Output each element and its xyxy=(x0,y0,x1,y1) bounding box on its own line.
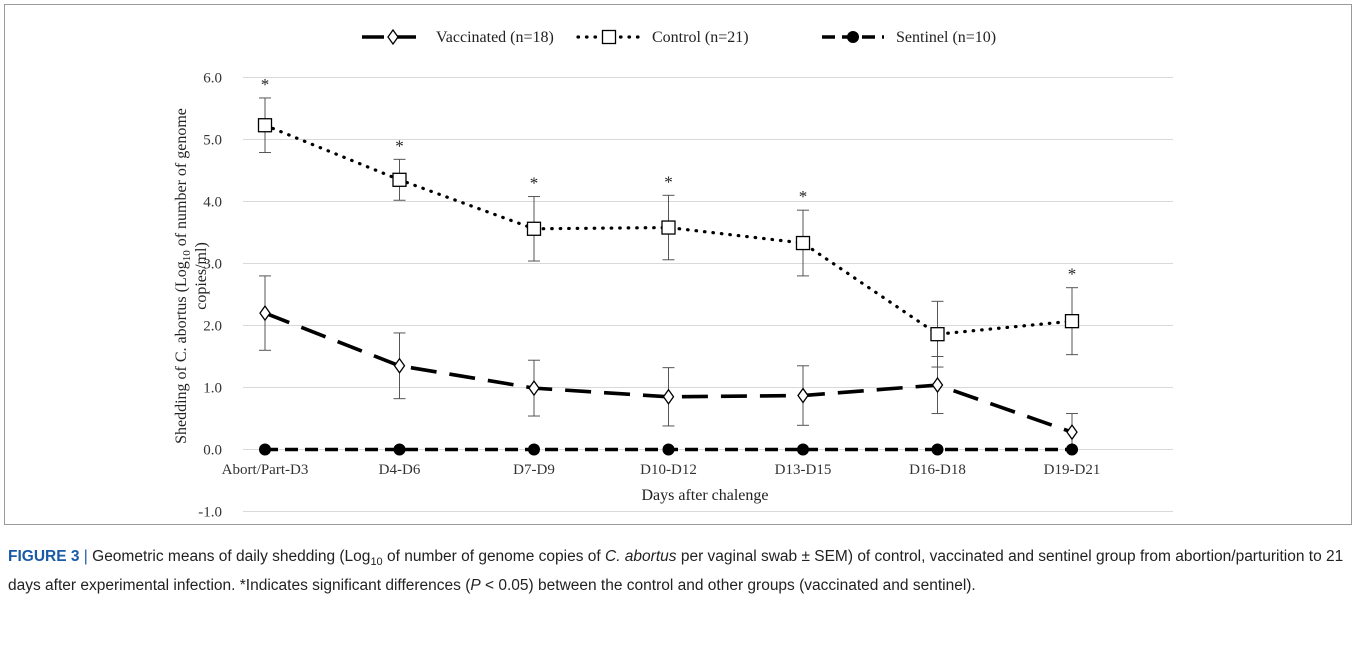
x-tick-label: D19-D21 xyxy=(1044,462,1101,478)
y-label-line-2: copies/ml) xyxy=(193,242,210,310)
figure-caption: FIGURE 3 | Geometric means of daily shed… xyxy=(8,545,1348,597)
legend-item: Sentinel (n=10) xyxy=(822,29,996,46)
x-tick-labels: Abort/Part-D3 D4-D6 D7-D9 D10-D12 D13-D15 D16… xyxy=(222,462,1101,478)
circle-marker xyxy=(662,443,675,456)
legend-item: Control (n=21) xyxy=(576,29,749,46)
circle-marker xyxy=(393,443,406,456)
legend-label: Vaccinated (n=18) xyxy=(436,29,554,46)
series-group xyxy=(259,275,1078,452)
legend-item: Vaccinated (n=18) xyxy=(362,28,554,46)
diamond-marker xyxy=(259,304,271,322)
y-tick-label: 3.0 xyxy=(203,257,222,273)
diamond-marker xyxy=(931,376,944,394)
caption-separator: | xyxy=(83,548,88,565)
caption-species: C. abortus xyxy=(605,548,677,565)
square-marker xyxy=(930,327,945,342)
series-group xyxy=(257,97,1080,368)
significance-star: * xyxy=(261,75,270,94)
circle-marker xyxy=(797,443,809,456)
significance-star: * xyxy=(530,174,539,193)
x-tick-label: Abort/Part-D3 xyxy=(222,462,309,478)
legend-label: Control (n=21) xyxy=(652,29,749,46)
y-tick-label: 0.0 xyxy=(203,443,222,459)
caption-text-4: < 0.05) between the control and other gr… xyxy=(480,577,976,595)
diamond-marker xyxy=(387,28,399,46)
figure-frame xyxy=(4,4,1352,525)
square-marker xyxy=(526,221,542,236)
y-tick-label: 5.0 xyxy=(203,133,222,149)
x-tick-label: D10-D12 xyxy=(640,462,697,478)
diamond-marker xyxy=(662,388,675,405)
significance-star: * xyxy=(395,136,404,155)
circle-marker xyxy=(259,443,271,456)
significance-star: * xyxy=(664,172,673,191)
caption-subscript: 10 xyxy=(370,556,383,569)
y-label-line-1: Shedding of C. abortus (Log xyxy=(173,261,190,444)
legend-label: Sentinel (n=10) xyxy=(896,29,996,46)
square-marker xyxy=(795,235,811,251)
circle-marker xyxy=(931,443,944,456)
square-marker xyxy=(661,220,676,235)
y-tick-label: -1.0 xyxy=(198,505,222,521)
diamond-marker xyxy=(797,387,809,404)
square-marker xyxy=(392,172,407,187)
gridlines xyxy=(243,77,1173,512)
x-tick-label: D4-D6 xyxy=(379,462,421,478)
x-axis-label: Days after chalenge xyxy=(641,487,768,504)
series-group xyxy=(259,443,1078,456)
circle-marker xyxy=(847,31,859,43)
caption-text-2: of number of genome copies of xyxy=(382,548,605,565)
significance-star: * xyxy=(799,187,808,206)
caption-label: FIGURE 3 xyxy=(8,548,80,565)
caption-text-3: per vaginal swab ± SEM) of control, vacc… xyxy=(8,548,1344,595)
line-chart: Vaccinated (n=18) Control (n=21) Sentinel … xyxy=(173,28,1173,521)
x-tick-label: D13-D15 xyxy=(775,462,832,478)
square-marker xyxy=(257,118,273,133)
diamond-marker xyxy=(1066,424,1078,441)
y-tick-label: 4.0 xyxy=(203,195,222,211)
y-tick-labels: -1.0 0.0 1.0 2.0 3.0 4.0 5.0 6.0 xyxy=(198,71,222,521)
circle-marker xyxy=(1066,443,1078,456)
y-tick-label: 2.0 xyxy=(203,319,222,335)
legend: Vaccinated (n=18) Control (n=21) Sentinel … xyxy=(362,28,996,46)
diamond-marker xyxy=(393,357,406,374)
x-tick-label: D7-D9 xyxy=(513,462,555,478)
caption-text-1: Geometric means of daily shedding (Log xyxy=(87,548,371,565)
y-tick-label: 1.0 xyxy=(203,381,222,397)
y-label-subscript: 10 xyxy=(181,250,193,262)
x-tick-label: D16-D18 xyxy=(909,462,966,478)
square-marker xyxy=(601,29,617,45)
y-label-line-1b: of number of genome xyxy=(173,108,190,250)
circle-marker xyxy=(528,443,540,456)
square-marker xyxy=(1064,314,1080,329)
series-layer xyxy=(257,97,1080,456)
caption-p: P xyxy=(470,577,481,595)
y-axis-label: Shedding of C. abortus (Log10 of number … xyxy=(173,108,210,444)
diamond-marker xyxy=(528,380,540,397)
y-tick-label: 6.0 xyxy=(203,71,222,87)
significance-markers: * * * * * * xyxy=(261,75,1077,284)
significance-star: * xyxy=(1068,265,1077,284)
